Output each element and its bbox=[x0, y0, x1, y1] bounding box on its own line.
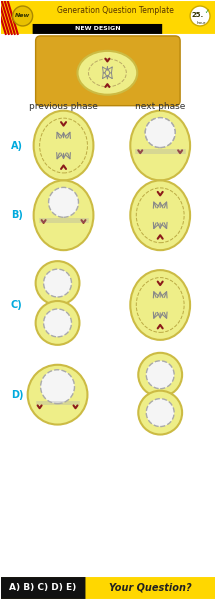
Circle shape bbox=[36, 301, 80, 345]
Circle shape bbox=[146, 361, 174, 389]
FancyBboxPatch shape bbox=[1, 577, 215, 599]
Circle shape bbox=[36, 261, 80, 305]
Text: ✓: ✓ bbox=[204, 10, 208, 14]
Text: hour: hour bbox=[196, 21, 206, 25]
FancyBboxPatch shape bbox=[36, 36, 180, 106]
Circle shape bbox=[145, 118, 175, 148]
Ellipse shape bbox=[130, 110, 190, 181]
Text: next phase: next phase bbox=[135, 102, 185, 111]
Circle shape bbox=[146, 398, 174, 427]
FancyBboxPatch shape bbox=[1, 1, 215, 34]
Circle shape bbox=[145, 118, 175, 148]
Text: D): D) bbox=[11, 389, 23, 400]
Text: New: New bbox=[15, 13, 30, 19]
FancyBboxPatch shape bbox=[1, 577, 85, 599]
Circle shape bbox=[49, 187, 78, 217]
Text: Your Question?: Your Question? bbox=[109, 583, 192, 593]
Text: C): C) bbox=[11, 300, 22, 310]
Text: B): B) bbox=[11, 210, 23, 220]
Ellipse shape bbox=[130, 270, 190, 340]
Ellipse shape bbox=[28, 365, 88, 425]
Circle shape bbox=[44, 309, 72, 337]
Ellipse shape bbox=[130, 181, 190, 250]
Text: A) B) C) D) E): A) B) C) D) E) bbox=[9, 583, 76, 592]
Text: previous phase: previous phase bbox=[29, 102, 98, 111]
Circle shape bbox=[138, 391, 182, 434]
Text: A): A) bbox=[11, 140, 23, 151]
Circle shape bbox=[41, 370, 74, 404]
Text: NEW DESIGN: NEW DESIGN bbox=[75, 26, 120, 31]
Circle shape bbox=[190, 6, 210, 26]
Circle shape bbox=[138, 353, 182, 397]
Text: 25.: 25. bbox=[192, 12, 204, 18]
FancyBboxPatch shape bbox=[33, 24, 162, 34]
Ellipse shape bbox=[77, 51, 137, 95]
Text: Generation Question Template: Generation Question Template bbox=[57, 5, 174, 14]
Circle shape bbox=[13, 6, 33, 26]
Circle shape bbox=[44, 269, 72, 297]
Ellipse shape bbox=[34, 110, 94, 181]
Ellipse shape bbox=[34, 181, 94, 250]
